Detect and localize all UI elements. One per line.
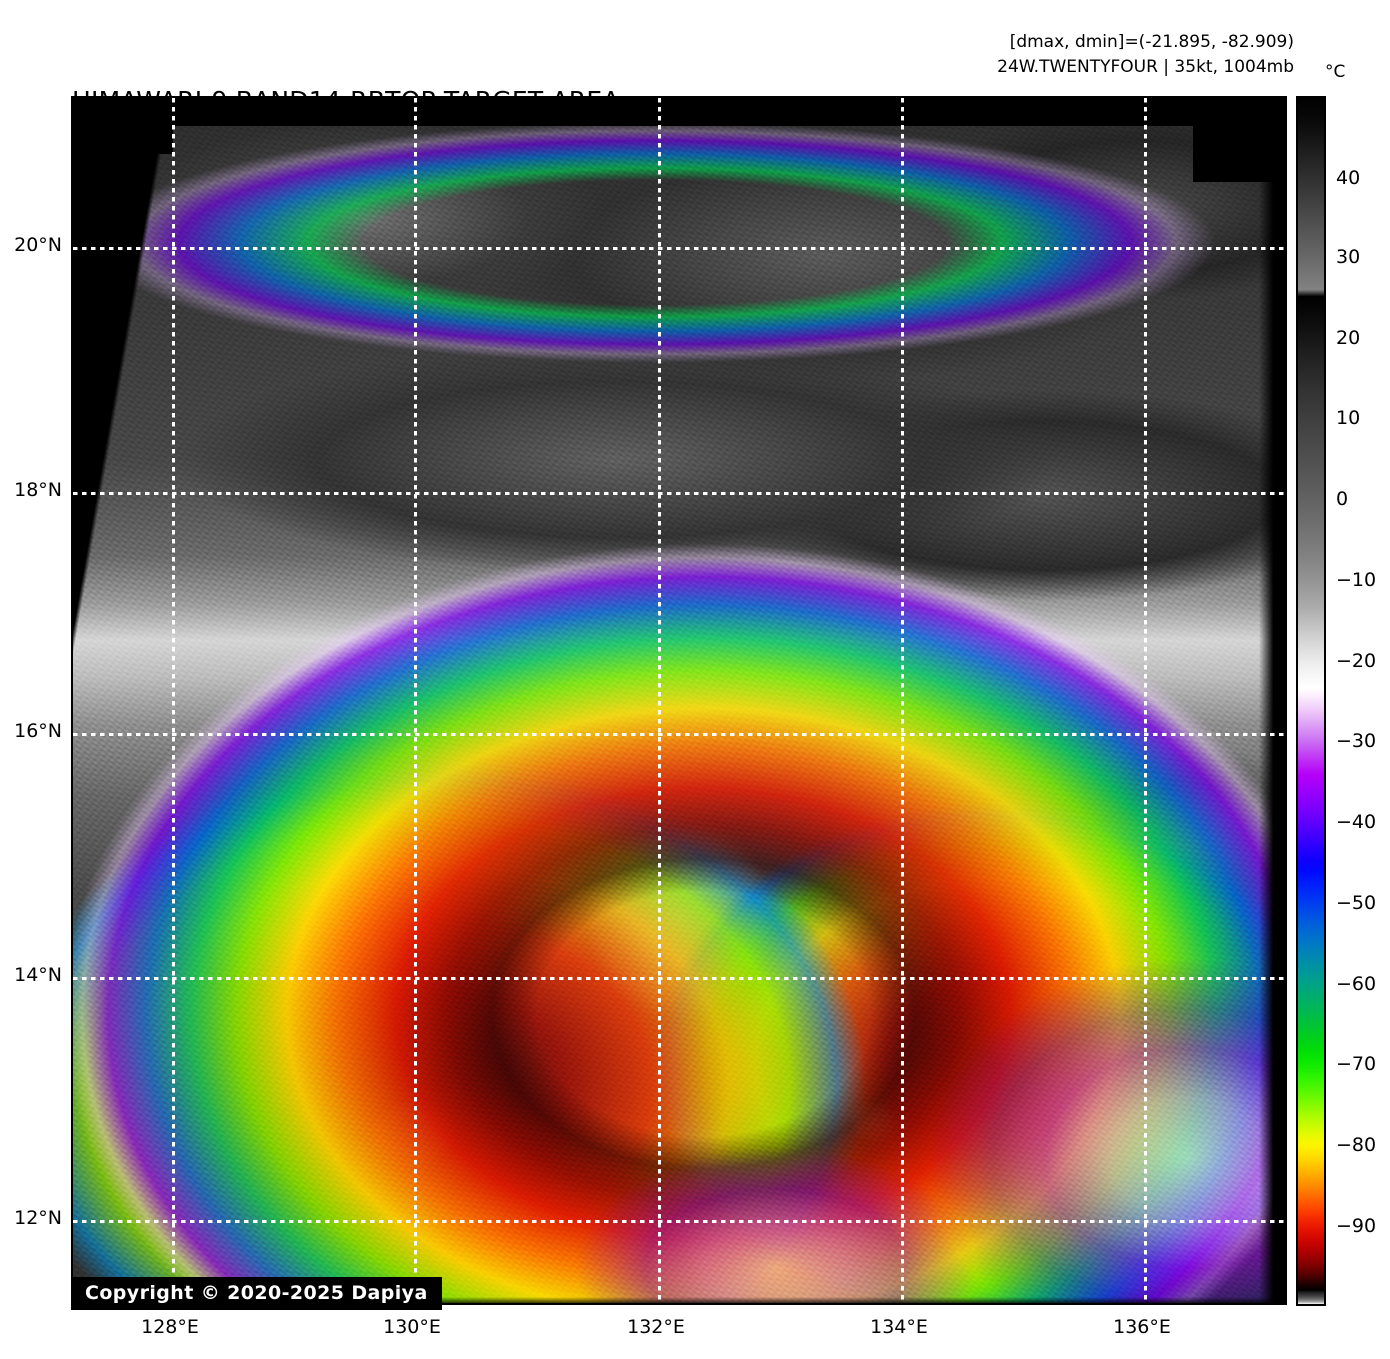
temperature-colorbar xyxy=(1296,96,1326,1306)
colorbar-tick-label: −20 xyxy=(1336,650,1377,672)
gridline-longitude xyxy=(1144,98,1147,1303)
latitude-tick-label: 16°N xyxy=(14,720,62,742)
colorbar-tick-label: −10 xyxy=(1336,569,1377,591)
scan-edge-left xyxy=(73,98,191,656)
longitude-tick-label: 134°E xyxy=(870,1316,928,1338)
colorbar-tick-label: −50 xyxy=(1336,892,1377,914)
colorbar-unit-label: °C xyxy=(1325,62,1346,82)
gridline-latitude xyxy=(73,977,1285,980)
storm-info-label: 24W.TWENTYFOUR | 35kt, 1004mb xyxy=(997,57,1294,78)
colorbar-tick-label: 40 xyxy=(1336,167,1361,189)
gridline-latitude xyxy=(73,492,1285,495)
colorbar-tick-label: 0 xyxy=(1336,488,1349,510)
scan-edge-right xyxy=(1259,98,1285,1303)
ir-texture-layer xyxy=(73,98,1285,1303)
gridline-longitude xyxy=(414,98,417,1303)
gridline-latitude xyxy=(73,247,1285,250)
gridline-longitude xyxy=(658,98,661,1303)
latitude-tick-label: 18°N xyxy=(14,479,62,501)
longitude-tick-label: 128°E xyxy=(141,1316,199,1338)
satellite-plot-area xyxy=(71,96,1287,1305)
colorbar-tick-label: 30 xyxy=(1336,246,1361,268)
colorbar-tick-label: −60 xyxy=(1336,973,1377,995)
gridline-longitude xyxy=(901,98,904,1303)
ir-outer-fringe-layer xyxy=(73,98,1285,1303)
colorbar-tick-label: −80 xyxy=(1336,1134,1377,1156)
latitude-tick-label: 20°N xyxy=(14,234,62,256)
copyright-banner: Copyright © 2020-2025 Dapiya xyxy=(71,1277,442,1310)
longitude-tick-label: 132°E xyxy=(627,1316,685,1338)
latitude-tick-label: 14°N xyxy=(14,964,62,986)
satellite-raster xyxy=(73,98,1285,1303)
scan-edge-bottom xyxy=(73,1297,1285,1303)
gridline-longitude xyxy=(172,98,175,1303)
colorbar-gradient xyxy=(1298,98,1324,1304)
colorbar-tick-label: −90 xyxy=(1336,1215,1377,1237)
colorbar-tick-label: −70 xyxy=(1336,1053,1377,1075)
data-range-label: [dmax, dmin]=(-21.895, -82.909) xyxy=(1009,32,1294,52)
latitude-tick-label: 12°N xyxy=(14,1207,62,1229)
colorbar-tick-label: 10 xyxy=(1336,407,1361,429)
gridline-latitude xyxy=(73,733,1285,736)
gridline-latitude xyxy=(73,1220,1285,1223)
metadata-block: [dmax, dmin]=(-21.895, -82.909) 24W.TWEN… xyxy=(997,30,1294,80)
colorbar-tick-label: −40 xyxy=(1336,811,1377,833)
longitude-tick-label: 136°E xyxy=(1113,1316,1171,1338)
scan-edge-top xyxy=(73,98,1285,126)
longitude-tick-label: 130°E xyxy=(383,1316,441,1338)
colorbar-tick-label: 20 xyxy=(1336,327,1361,349)
colorbar-tick-label: −30 xyxy=(1336,730,1377,752)
